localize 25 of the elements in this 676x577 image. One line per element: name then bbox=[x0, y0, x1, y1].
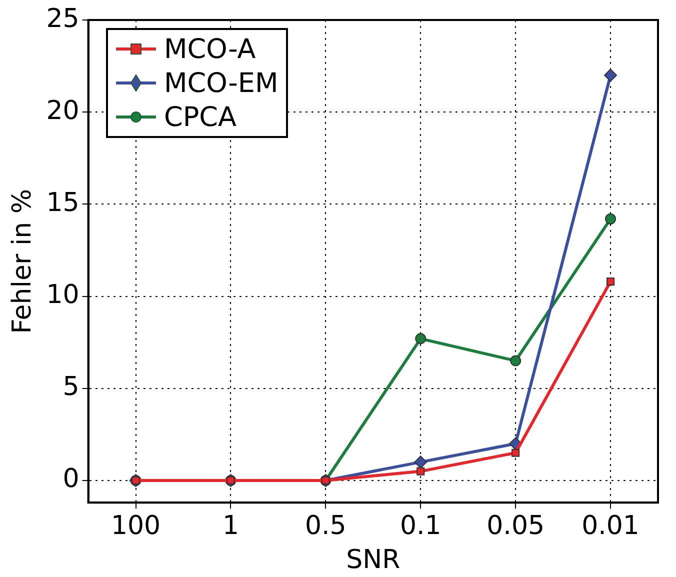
point bbox=[605, 213, 616, 224]
point bbox=[512, 448, 520, 457]
point bbox=[415, 333, 426, 344]
x-tick-label: 0.01 bbox=[582, 510, 640, 541]
point bbox=[606, 278, 615, 286]
x-tick-label: 1 bbox=[222, 510, 239, 541]
point bbox=[416, 467, 425, 476]
y-tick-label: 10 bbox=[46, 280, 80, 310]
y-tick-label: 5 bbox=[62, 372, 80, 402]
legend-label: MCO-A bbox=[164, 34, 256, 64]
y-tick-label: 0 bbox=[62, 464, 80, 494]
y-tick-label: 25 bbox=[46, 4, 80, 34]
x-tick-label: 0.5 bbox=[304, 510, 346, 541]
point bbox=[510, 355, 522, 366]
y-axis-title: Fehler in % bbox=[7, 188, 38, 334]
y-tick-label: 15 bbox=[46, 188, 80, 218]
legend-label: CPCA bbox=[164, 102, 236, 132]
x-tick-label: 100 bbox=[110, 510, 161, 541]
x-tick-label: 0.05 bbox=[486, 510, 545, 541]
legend-label: MCO-EM bbox=[164, 68, 278, 98]
point bbox=[604, 68, 618, 82]
x-tick-label: 0.1 bbox=[400, 510, 442, 541]
point bbox=[414, 456, 428, 469]
x-axis-title: SNR bbox=[346, 545, 400, 576]
y-tick-label: 20 bbox=[46, 96, 80, 126]
